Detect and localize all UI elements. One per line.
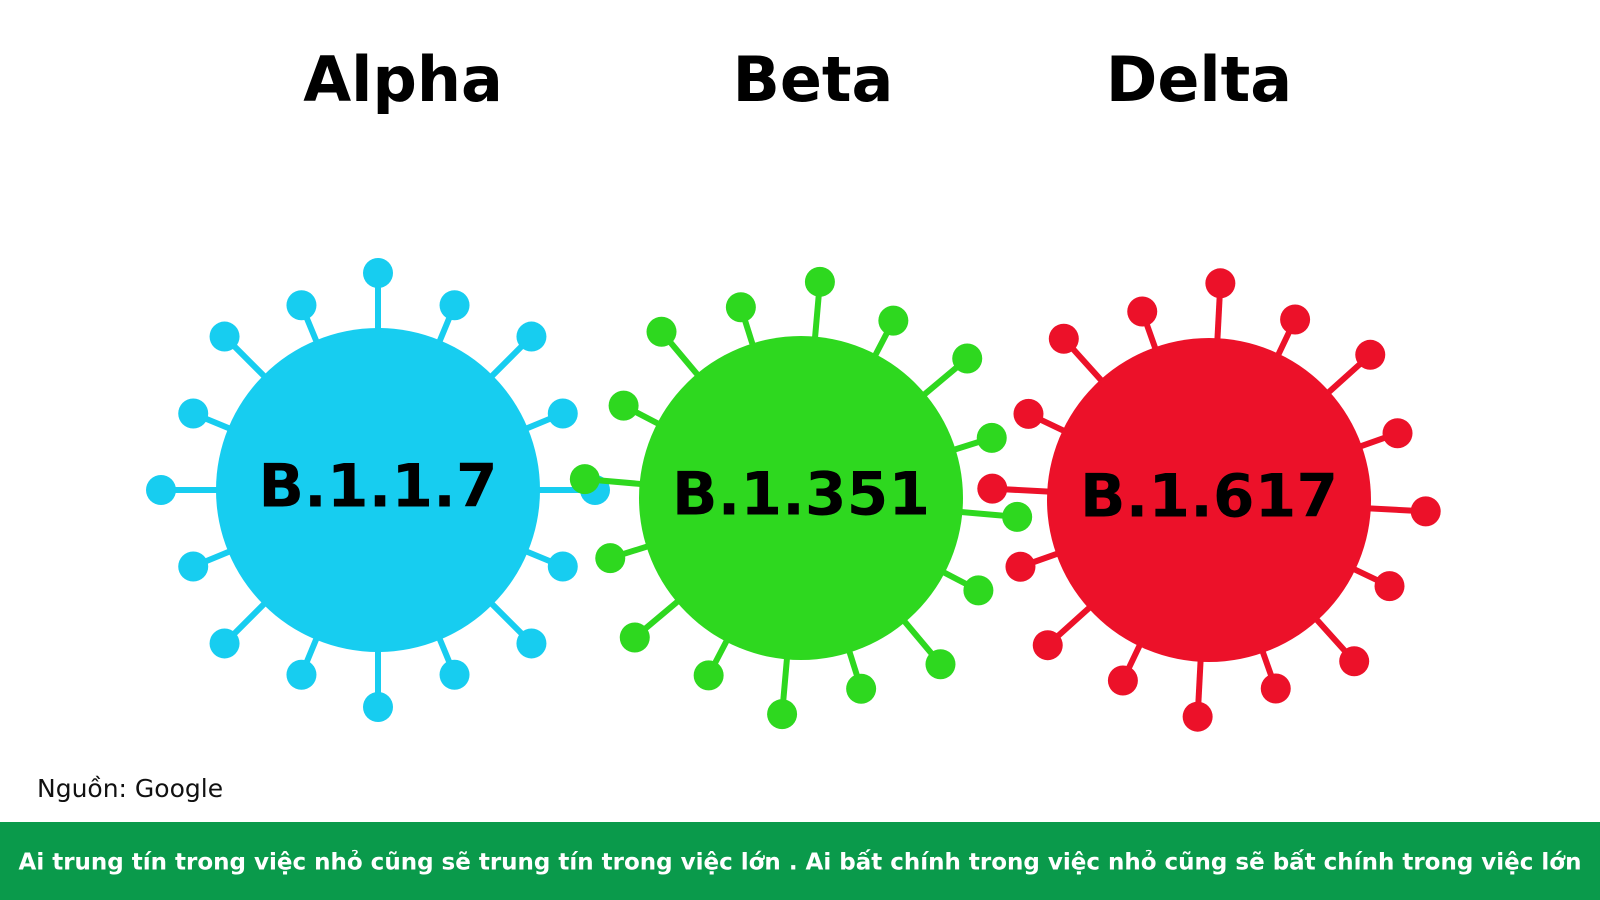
spike-tip: [1182, 701, 1213, 732]
spike-tip: [693, 660, 724, 691]
spike-tip: [925, 649, 956, 680]
spike-tip: [846, 673, 877, 704]
spike-tip: [1005, 551, 1036, 582]
spike-tip: [1002, 501, 1033, 532]
spike-tip: [516, 321, 547, 352]
virus-body: [639, 336, 963, 660]
spike-tip: [1410, 496, 1441, 527]
spike-tip: [363, 692, 393, 722]
spike-tip: [209, 628, 240, 659]
spike-tip: [1280, 304, 1311, 335]
spike-tip: [1382, 418, 1413, 449]
lineage-label: B.1.617: [1080, 462, 1338, 532]
spike-tip: [804, 266, 835, 297]
spike-tip: [1107, 665, 1138, 696]
spike-tip: [209, 321, 240, 352]
spike-tip: [1048, 323, 1079, 354]
spike-tip: [146, 475, 176, 505]
virus: Alpha B.1.1.7: [146, 43, 610, 722]
spike-tip: [1260, 673, 1291, 704]
spike-tip: [547, 551, 578, 582]
spike-tip: [516, 628, 547, 659]
spike-tip: [569, 464, 600, 495]
spike-tip: [547, 398, 578, 429]
spike-tip: [286, 290, 317, 321]
spike-tip: [725, 292, 756, 323]
spike-tip: [595, 543, 626, 574]
spike-tip: [178, 398, 209, 429]
lineage-label: B.1.1.7: [258, 452, 497, 522]
spike-tip: [952, 343, 983, 374]
virus-body: [216, 328, 540, 652]
spike-tip: [1013, 398, 1044, 429]
virus-body: [1047, 338, 1371, 662]
virus: Beta B.1.351: [569, 43, 1033, 730]
spike-tip: [1339, 646, 1370, 677]
source-note: Nguồn: Google: [37, 774, 223, 803]
spike-tip: [286, 659, 317, 690]
spike-tip: [363, 258, 393, 288]
spike-tip: [619, 622, 650, 653]
spike-tip: [878, 305, 909, 336]
footer-text: Ai trung tín trong việc nhỏ cũng sẽ trun…: [19, 849, 1582, 876]
spike-tip: [1355, 339, 1386, 370]
spike-tip: [977, 473, 1008, 504]
spike-tip: [608, 390, 639, 421]
spike-tip: [439, 659, 470, 690]
spike-tip: [178, 551, 209, 582]
spike-tip: [976, 422, 1007, 453]
spike-tip: [963, 575, 994, 606]
spike-tip: [1205, 268, 1236, 299]
spike-tip: [1127, 296, 1158, 327]
spike-tip: [1374, 571, 1405, 602]
virus: Delta B.1.617: [977, 43, 1441, 732]
footer-bar: [0, 822, 1600, 900]
spike-tip: [1032, 630, 1063, 661]
variant-name: Beta: [733, 43, 894, 116]
spike-tip: [646, 316, 677, 347]
variant-name: Delta: [1106, 43, 1292, 116]
spike-tip: [439, 290, 470, 321]
variant-name: Alpha: [303, 43, 503, 116]
spike-tip: [767, 699, 798, 730]
lineage-label: B.1.351: [672, 460, 930, 530]
virus-group: Alpha B.1.1.7 Beta B.1.351 Delta B.1.617: [146, 43, 1441, 732]
